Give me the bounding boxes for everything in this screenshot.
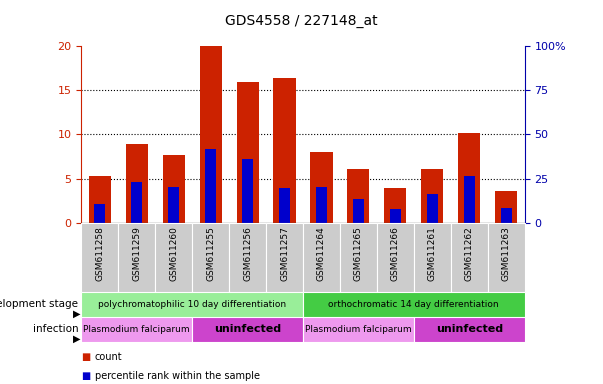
Bar <box>303 317 414 342</box>
Bar <box>192 223 229 292</box>
Bar <box>488 223 525 292</box>
Bar <box>229 223 266 292</box>
Bar <box>500 208 512 223</box>
Bar <box>464 176 475 223</box>
Bar <box>390 210 401 223</box>
Bar <box>303 292 525 317</box>
Text: GSM611258: GSM611258 <box>95 226 104 281</box>
Bar <box>427 194 438 223</box>
Text: development stage: development stage <box>0 299 78 310</box>
Bar <box>131 182 142 223</box>
Bar <box>163 155 185 223</box>
Bar <box>414 317 525 342</box>
Bar <box>458 132 480 223</box>
Bar <box>414 223 451 292</box>
Text: Plasmodium falciparum: Plasmodium falciparum <box>305 325 412 334</box>
Bar <box>94 204 106 223</box>
Text: GSM611263: GSM611263 <box>502 226 511 281</box>
Text: GSM611264: GSM611264 <box>317 226 326 281</box>
Text: GSM611265: GSM611265 <box>354 226 363 281</box>
Bar <box>377 223 414 292</box>
Text: GDS4558 / 227148_at: GDS4558 / 227148_at <box>225 14 378 28</box>
Text: Plasmodium falciparum: Plasmodium falciparum <box>83 325 190 334</box>
Text: GSM611266: GSM611266 <box>391 226 400 281</box>
Text: GSM611255: GSM611255 <box>206 226 215 281</box>
Bar <box>118 223 156 292</box>
Text: orthochromatic 14 day differentiation: orthochromatic 14 day differentiation <box>329 300 499 309</box>
Bar <box>421 169 443 223</box>
Bar <box>495 191 517 223</box>
Bar <box>236 82 259 223</box>
Text: GSM611256: GSM611256 <box>243 226 252 281</box>
Text: ■: ■ <box>81 352 90 362</box>
Bar <box>81 223 118 292</box>
Bar <box>303 223 340 292</box>
Bar <box>384 188 406 223</box>
Bar <box>200 46 222 223</box>
Text: polychromatophilic 10 day differentiation: polychromatophilic 10 day differentiatio… <box>98 300 286 309</box>
Text: uninfected: uninfected <box>214 324 281 334</box>
Bar <box>274 78 295 223</box>
Text: GSM611257: GSM611257 <box>280 226 289 281</box>
Bar <box>316 187 327 223</box>
Bar <box>81 317 192 342</box>
Text: percentile rank within the sample: percentile rank within the sample <box>95 371 260 381</box>
Bar <box>340 223 377 292</box>
Bar <box>279 188 290 223</box>
Text: ▶: ▶ <box>73 309 80 319</box>
Bar <box>242 159 253 223</box>
Text: GSM611260: GSM611260 <box>169 226 178 281</box>
Bar <box>451 223 488 292</box>
Text: ▶: ▶ <box>73 334 80 344</box>
Bar <box>205 149 216 223</box>
Bar <box>126 144 148 223</box>
Text: GSM611259: GSM611259 <box>132 226 141 281</box>
Bar <box>168 187 179 223</box>
Bar <box>89 176 111 223</box>
Bar <box>266 223 303 292</box>
Text: count: count <box>95 352 122 362</box>
Bar <box>311 152 333 223</box>
Text: GSM611261: GSM611261 <box>428 226 437 281</box>
Text: infection: infection <box>33 324 78 334</box>
Bar <box>353 199 364 223</box>
Bar <box>192 317 303 342</box>
Bar <box>347 169 370 223</box>
Bar <box>81 292 303 317</box>
Text: uninfected: uninfected <box>435 324 503 334</box>
Text: GSM611262: GSM611262 <box>465 226 474 281</box>
Bar <box>156 223 192 292</box>
Text: ■: ■ <box>81 371 90 381</box>
